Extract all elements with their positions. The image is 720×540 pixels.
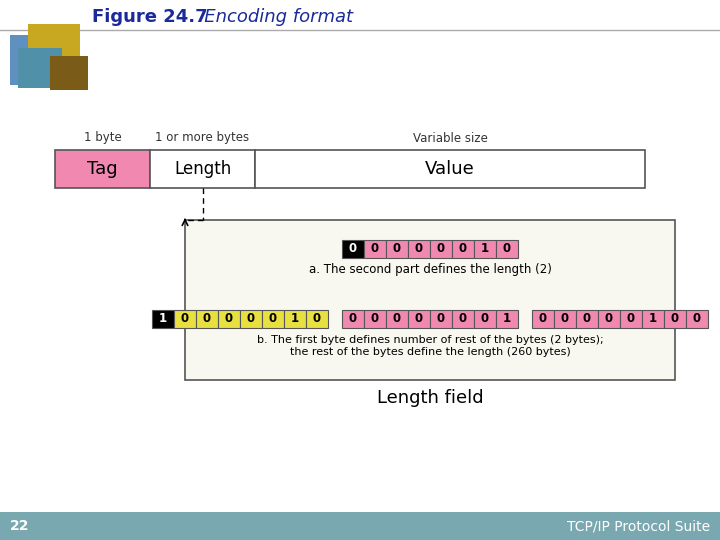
Text: the rest of the bytes define the length (260 bytes): the rest of the bytes define the length … xyxy=(289,347,570,357)
Bar xyxy=(255,150,645,188)
Bar xyxy=(174,310,196,328)
Bar xyxy=(50,56,88,90)
Bar xyxy=(496,240,518,258)
Text: Tag: Tag xyxy=(87,160,118,178)
Text: 0: 0 xyxy=(225,313,233,326)
Text: TCP/IP Protocol Suite: TCP/IP Protocol Suite xyxy=(567,519,710,533)
Text: 1 or more bytes: 1 or more bytes xyxy=(156,132,250,145)
Text: 0: 0 xyxy=(671,313,679,326)
Bar xyxy=(18,48,62,88)
Text: Encoding format: Encoding format xyxy=(187,8,353,26)
Bar xyxy=(686,310,708,328)
Text: 0: 0 xyxy=(561,313,569,326)
Bar xyxy=(554,310,576,328)
Text: 0: 0 xyxy=(415,242,423,255)
Bar xyxy=(364,310,386,328)
Text: 1 byte: 1 byte xyxy=(84,132,122,145)
Text: 0: 0 xyxy=(481,313,489,326)
Bar xyxy=(152,310,174,328)
Text: 0: 0 xyxy=(539,313,547,326)
Bar xyxy=(342,240,364,258)
Text: 0: 0 xyxy=(627,313,635,326)
Bar xyxy=(0,512,720,540)
Text: 1: 1 xyxy=(291,313,299,326)
Bar xyxy=(408,310,430,328)
Bar xyxy=(620,310,642,328)
Bar xyxy=(474,240,496,258)
Bar xyxy=(642,310,664,328)
Bar xyxy=(532,310,554,328)
Bar xyxy=(55,150,150,188)
Text: 0: 0 xyxy=(203,313,211,326)
Text: 0: 0 xyxy=(415,313,423,326)
Bar xyxy=(598,310,620,328)
Text: 1: 1 xyxy=(481,242,489,255)
Bar xyxy=(452,310,474,328)
Bar xyxy=(218,310,240,328)
Text: 0: 0 xyxy=(693,313,701,326)
Text: a. The second part defines the length (2): a. The second part defines the length (2… xyxy=(309,264,552,276)
Text: Length: Length xyxy=(174,160,231,178)
Bar xyxy=(386,240,408,258)
Bar xyxy=(185,220,675,380)
Bar xyxy=(284,310,306,328)
Bar xyxy=(430,310,452,328)
Bar xyxy=(28,24,80,72)
Text: 0: 0 xyxy=(437,313,445,326)
Bar xyxy=(386,310,408,328)
Text: 1: 1 xyxy=(159,313,167,326)
Text: 0: 0 xyxy=(349,242,357,255)
Bar xyxy=(474,310,496,328)
Bar xyxy=(196,310,218,328)
Text: 0: 0 xyxy=(503,242,511,255)
Bar xyxy=(150,150,255,188)
Text: 0: 0 xyxy=(437,242,445,255)
Text: 1: 1 xyxy=(503,313,511,326)
Text: Length field: Length field xyxy=(377,389,483,407)
Bar xyxy=(364,240,386,258)
Text: 0: 0 xyxy=(393,242,401,255)
Text: 0: 0 xyxy=(459,313,467,326)
Text: 0: 0 xyxy=(371,313,379,326)
Text: Figure 24.7: Figure 24.7 xyxy=(92,8,207,26)
Bar xyxy=(452,240,474,258)
Text: 0: 0 xyxy=(349,313,357,326)
Text: 0: 0 xyxy=(313,313,321,326)
Text: 22: 22 xyxy=(10,519,30,533)
Bar xyxy=(10,35,30,85)
Bar xyxy=(262,310,284,328)
Text: Value: Value xyxy=(425,160,475,178)
Text: b. The first byte defines number of rest of the bytes (2 bytes);: b. The first byte defines number of rest… xyxy=(257,335,603,345)
Bar xyxy=(664,310,686,328)
Bar xyxy=(306,310,328,328)
Text: 0: 0 xyxy=(459,242,467,255)
Text: 0: 0 xyxy=(583,313,591,326)
Bar xyxy=(240,310,262,328)
Bar xyxy=(576,310,598,328)
Text: 0: 0 xyxy=(247,313,255,326)
Text: 0: 0 xyxy=(269,313,277,326)
Bar xyxy=(342,310,364,328)
Text: 0: 0 xyxy=(393,313,401,326)
Text: 0: 0 xyxy=(181,313,189,326)
Text: 1: 1 xyxy=(649,313,657,326)
Text: Variable size: Variable size xyxy=(413,132,487,145)
Bar xyxy=(430,240,452,258)
Bar xyxy=(496,310,518,328)
Bar xyxy=(408,240,430,258)
Text: 0: 0 xyxy=(605,313,613,326)
Text: 0: 0 xyxy=(371,242,379,255)
